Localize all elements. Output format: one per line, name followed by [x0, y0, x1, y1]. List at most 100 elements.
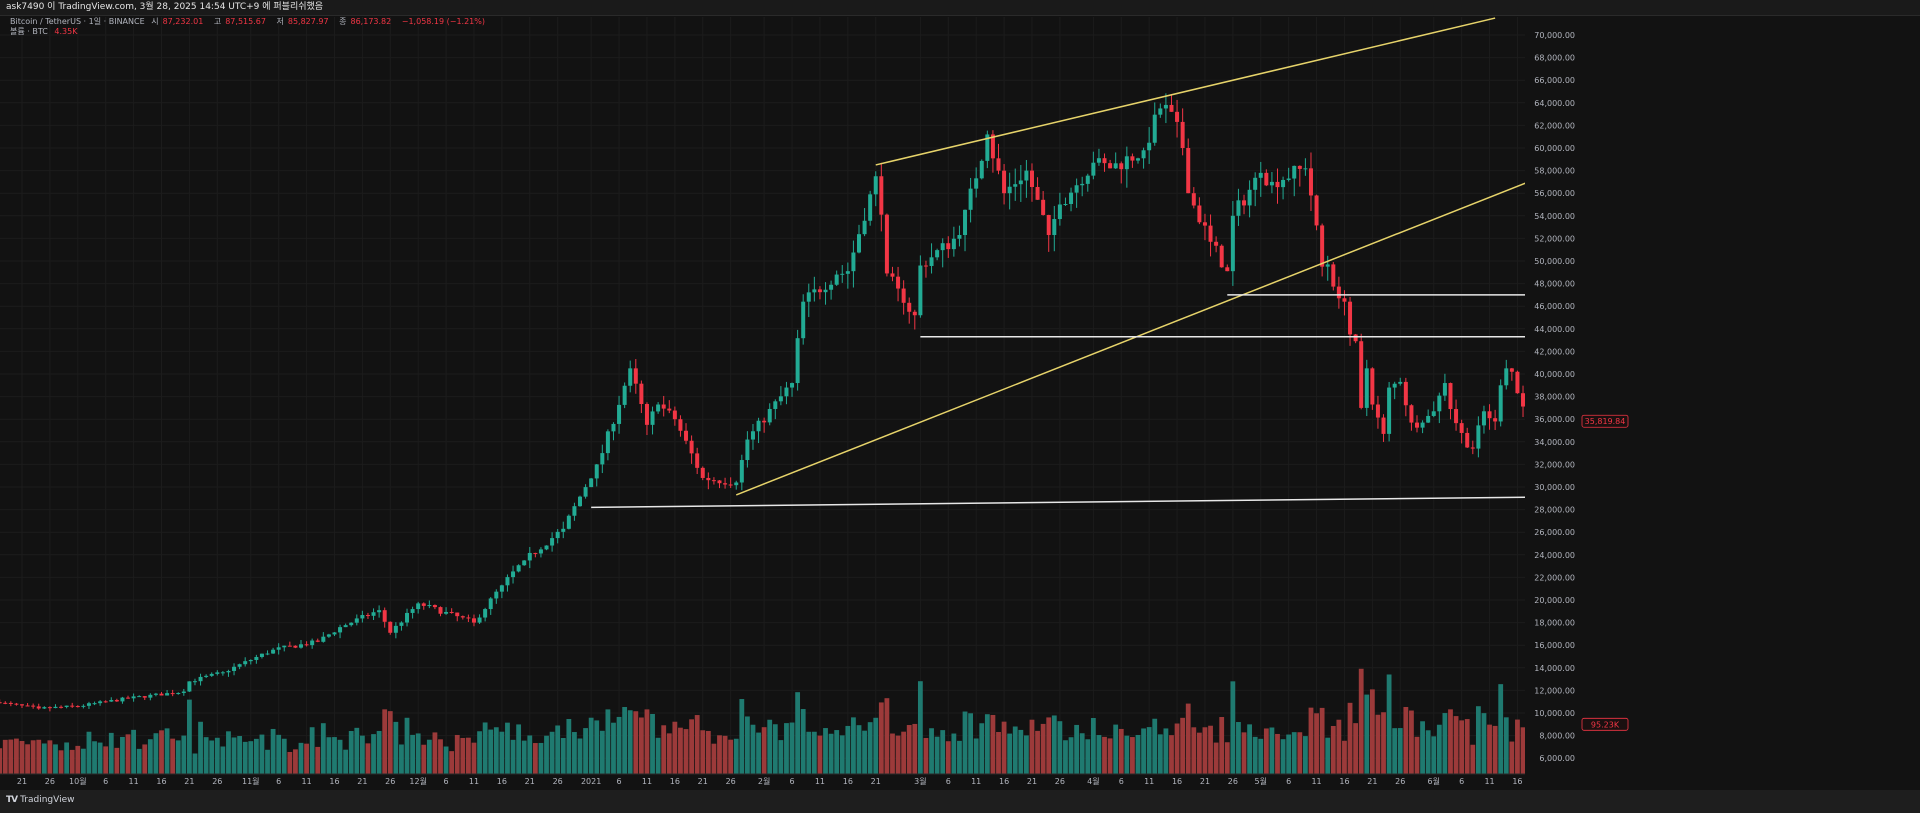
time-tick-label: 10월	[69, 776, 87, 786]
close-value: 86,173.82	[350, 17, 392, 26]
symbol-title[interactable]: Bitcoin / TetherUS · 1일 · BINANCE	[10, 17, 145, 26]
volume-bar	[1280, 739, 1286, 774]
time-tick-label: 21	[184, 777, 194, 786]
candle-body	[901, 288, 906, 303]
last-price-label: 35,819.84	[1585, 417, 1626, 426]
candle-body	[483, 609, 488, 618]
volume-bar	[477, 731, 482, 774]
volume-bar	[1375, 714, 1381, 774]
candle-body	[276, 647, 281, 650]
volume-bar	[678, 727, 683, 774]
candle-body	[951, 238, 956, 250]
volume-bar	[1442, 713, 1448, 774]
high-label: 고	[213, 17, 222, 26]
volume-bar	[1051, 715, 1057, 774]
candle-body	[371, 612, 376, 616]
volume-bar	[1297, 732, 1303, 774]
candle-body	[393, 625, 398, 633]
candle-body	[1041, 199, 1046, 215]
candle-body	[1163, 104, 1168, 109]
volume-bar	[1146, 727, 1152, 774]
volume-bar	[276, 734, 282, 774]
time-tick-label: 16	[843, 777, 853, 786]
volume-bar	[1397, 728, 1403, 774]
candle-body	[974, 178, 979, 189]
volume-bar	[75, 745, 81, 774]
chart-pane[interactable]: 70,000.00 68,000.00 66,000.00 64,000.00 62,0…	[0, 15, 1920, 791]
candle-body	[907, 302, 912, 312]
candle-body	[1013, 184, 1018, 187]
candle-body	[70, 705, 75, 707]
volume-bar	[1024, 735, 1029, 774]
candle-body	[315, 640, 320, 642]
candle-body	[923, 265, 928, 267]
candle-body	[1186, 148, 1191, 194]
volume-bar	[1079, 733, 1085, 774]
time-tick-label: 11	[642, 777, 652, 786]
price-tick-label: 38,000.00	[1534, 393, 1575, 402]
volume-bar	[594, 720, 600, 774]
volume-bar	[1135, 734, 1141, 774]
volume-bar	[482, 722, 488, 774]
time-tick-label: 5월	[1255, 776, 1267, 786]
volume-bar	[14, 738, 19, 774]
volume-bar	[745, 716, 750, 774]
volume-bar	[767, 719, 773, 774]
volume-bar	[1236, 722, 1241, 774]
price-tick-label: 20,000.00	[1534, 596, 1575, 605]
last-volume-label: 95.23K	[1591, 720, 1620, 729]
candle-body	[165, 693, 170, 696]
volume-bar	[265, 749, 270, 774]
candle-body	[1085, 175, 1090, 184]
volume-bar	[125, 734, 131, 774]
time-tick-label: 21	[357, 777, 367, 786]
candle-body	[53, 706, 58, 709]
volume-bar	[962, 711, 968, 774]
candle-body	[806, 292, 811, 302]
volume-bar	[661, 725, 667, 774]
candle-body	[1487, 411, 1492, 419]
volume-bar	[449, 751, 455, 774]
candlestick-chart[interactable]: 70,000.0068,000.0066,000.0064,000.0062,0…	[0, 16, 1920, 791]
volume-bar	[460, 737, 466, 774]
candle-body	[444, 611, 449, 614]
time-tick-label: 16	[1512, 777, 1522, 786]
candle-body	[59, 706, 64, 708]
last-price-label-box	[1581, 414, 1629, 428]
candle-body	[0, 702, 2, 704]
volume-bar	[750, 724, 756, 774]
candle-body	[996, 158, 1001, 171]
volume-bar	[41, 743, 47, 774]
volume-bar	[599, 730, 605, 774]
candle-body	[1442, 383, 1447, 396]
price-tick-label: 28,000.00	[1534, 506, 1575, 515]
volume-label[interactable]: 볼륨 · BTC	[10, 27, 48, 36]
candle-body	[321, 636, 326, 642]
price-tick-label: 56,000.00	[1534, 189, 1575, 198]
volume-bar	[1263, 728, 1269, 774]
volume-bar	[58, 750, 64, 774]
volume-legend-row: 볼륨 · BTC 4.35K	[10, 27, 489, 37]
volume-bar	[968, 713, 973, 774]
tradingview-logo[interactable]: TV TradingView	[6, 795, 75, 805]
volume-bar	[209, 740, 215, 774]
candle-body	[834, 274, 839, 285]
volume-bar	[1107, 738, 1113, 774]
volume-bar	[136, 748, 142, 774]
candle-body	[1420, 422, 1425, 428]
volume-bar	[432, 732, 438, 774]
candle-body	[1515, 371, 1520, 394]
candle-body	[505, 577, 510, 586]
volume-bar	[1431, 736, 1437, 774]
volume-bar	[1492, 725, 1498, 774]
volume-bar	[298, 742, 304, 774]
time-tick-label: 16	[156, 777, 166, 786]
volume-bar	[532, 743, 538, 774]
price-tick-label: 60,000.00	[1534, 144, 1575, 153]
volume-bar	[917, 681, 923, 774]
time-tick-label: 21	[525, 777, 535, 786]
volume-bar	[940, 730, 946, 774]
candle-body	[1336, 286, 1341, 299]
volume-bar	[237, 736, 243, 774]
candle-body	[131, 696, 136, 699]
